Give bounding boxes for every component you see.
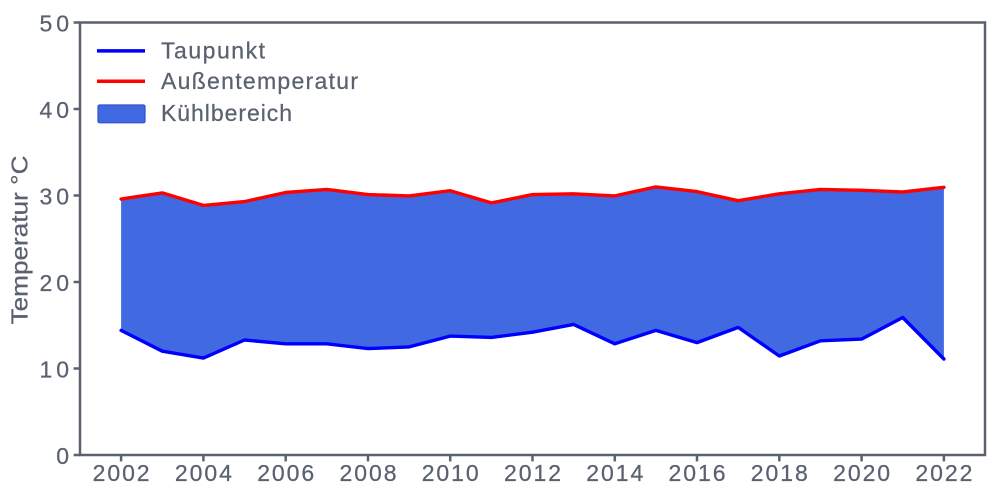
svg-text:2022: 2022 xyxy=(915,460,972,486)
svg-text:10: 10 xyxy=(40,356,70,382)
svg-text:2006: 2006 xyxy=(257,460,314,486)
svg-text:2004: 2004 xyxy=(175,460,232,486)
svg-text:Temperatur °C: Temperatur °C xyxy=(7,156,33,325)
svg-text:2020: 2020 xyxy=(833,460,890,486)
svg-text:20: 20 xyxy=(40,270,70,296)
svg-text:40: 40 xyxy=(40,97,70,123)
svg-text:Außentemperatur: Außentemperatur xyxy=(161,68,358,94)
svg-text:2010: 2010 xyxy=(422,460,479,486)
svg-text:2008: 2008 xyxy=(340,460,397,486)
svg-text:2016: 2016 xyxy=(669,460,726,486)
svg-text:0: 0 xyxy=(56,443,69,469)
svg-text:Kühlbereich: Kühlbereich xyxy=(161,100,292,126)
svg-text:2014: 2014 xyxy=(586,460,643,486)
svg-text:50: 50 xyxy=(40,10,70,36)
svg-text:2018: 2018 xyxy=(751,460,808,486)
svg-text:2012: 2012 xyxy=(504,460,561,486)
svg-text:30: 30 xyxy=(40,183,70,209)
svg-text:2002: 2002 xyxy=(93,460,150,486)
svg-text:Taupunkt: Taupunkt xyxy=(161,38,266,64)
